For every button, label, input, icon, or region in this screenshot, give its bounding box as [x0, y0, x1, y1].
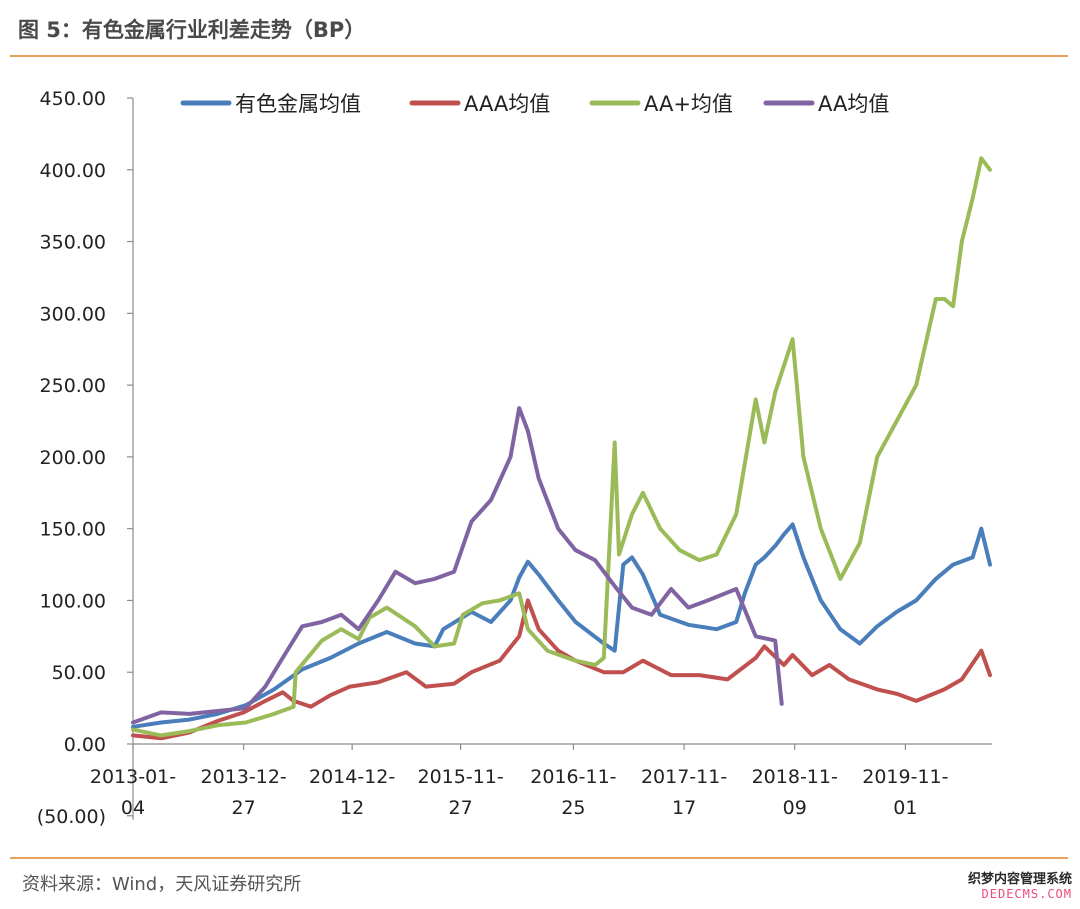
x-tick-label-day: 09 [783, 797, 807, 819]
watermark-domain: DEDECMS.COM [981, 887, 1072, 901]
y-tick-label: 250.00 [40, 375, 106, 397]
y-tick-label: 100.00 [40, 590, 106, 612]
top-divider [10, 55, 1068, 57]
watermark-text: 织梦内容管理系统 [967, 872, 1072, 887]
x-tick-label: 2013-01- [90, 766, 176, 788]
legend: 有色金属均值 AAA均值 AA+均值 AA均值 [180, 92, 889, 116]
x-tick-label-day: 27 [449, 797, 473, 819]
chart-title: 图 5：有色金属行业利差走势（BP） [18, 18, 366, 42]
x-tick-label: 2019-11- [862, 766, 948, 788]
x-tick-label-day: 12 [340, 797, 364, 819]
legend-label: 有色金属均值 [235, 92, 361, 116]
legend-label: AA均值 [818, 92, 889, 116]
y-tick-label: 400.00 [40, 160, 106, 182]
y-tick-label: 450.00 [40, 88, 106, 110]
series-line-1 [131, 522, 992, 729]
chart-series [131, 156, 992, 741]
y-tick-label: 200.00 [40, 447, 106, 469]
x-tick-label: 2016-11- [530, 766, 616, 788]
y-tick-label: 0.00 [64, 734, 106, 756]
y-tick-label: 50.00 [52, 662, 106, 684]
series-line-3 [131, 156, 992, 738]
x-tick-label-day: 25 [561, 797, 585, 819]
y-tick-label: 350.00 [40, 232, 106, 254]
x-tick-label: 2015-11- [417, 766, 503, 788]
legend-label: AA+均值 [644, 92, 733, 116]
x-tick-label: 2017-11- [641, 766, 727, 788]
source-note: 资料来源：Wind，天风证券研究所 [22, 874, 302, 895]
y-tick-label: 300.00 [40, 303, 106, 325]
y-tick-label: (50.00) [37, 806, 106, 828]
y-tick-label: 150.00 [40, 519, 106, 541]
x-tick-label-day: 27 [232, 797, 256, 819]
x-tick-label-day: 04 [121, 797, 145, 819]
x-tick-label-day: 01 [893, 797, 917, 819]
watermark: 织梦内容管理系统 DEDECMS.COM [968, 872, 1072, 902]
legend-label: AAA均值 [464, 92, 550, 116]
chart-axes: 450.00400.00350.00300.00250.00200.00150.… [37, 88, 992, 828]
x-tick-label: 2014-12- [309, 766, 395, 788]
x-tick-label: 2013-12- [201, 766, 287, 788]
bottom-divider [10, 857, 1068, 859]
x-tick-label-day: 17 [672, 797, 696, 819]
x-tick-label: 2018-11- [752, 766, 838, 788]
series-line-4 [131, 406, 784, 725]
line-chart: 有色金属均值 AAA均值 AA+均值 AA均值 450.00 400.00 350.00 3… [37, 88, 992, 828]
